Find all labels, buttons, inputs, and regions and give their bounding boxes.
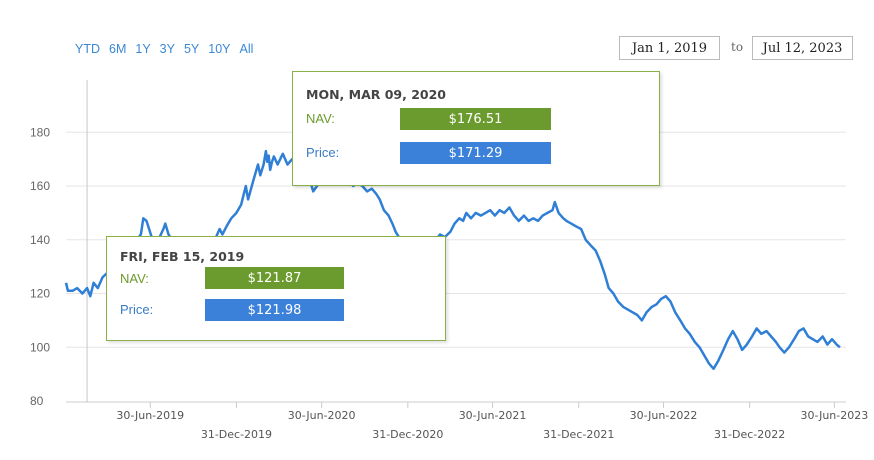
tooltip-price-value: $171.29: [400, 142, 551, 164]
x-tick-label: 30-Jun-2021: [459, 409, 527, 422]
range-button-1y[interactable]: 1Y: [135, 42, 151, 56]
range-button-ytd[interactable]: YTD: [75, 42, 100, 56]
x-tick-label: 31-Dec-2022: [714, 428, 785, 441]
range-button-6m[interactable]: 6M: [109, 42, 127, 56]
y-tick-label: 100: [30, 340, 50, 354]
to-label: to: [731, 40, 744, 54]
x-axis: 30-Jun-2019 31-Dec-2019 30-Jun-2020 31-Dec-…: [66, 80, 868, 441]
x-tick-label: 30-Jun-2023: [801, 409, 869, 422]
tooltip-price-label: Price:: [120, 302, 154, 317]
x-tick-label: 30-Jun-2020: [288, 409, 356, 422]
from-date-input[interactable]: Jan 1, 2019: [619, 36, 720, 60]
range-button-10y[interactable]: 10Y: [208, 42, 231, 56]
tooltip-price-label: Price:: [306, 145, 340, 160]
tooltip-mar-2020: MON, MAR 09, 2020 NAV: $176.51 Price: $1…: [292, 71, 660, 186]
x-tick-label: 30-Jun-2019: [116, 409, 184, 422]
x-tick-label: 31-Dec-2019: [201, 428, 272, 441]
range-button-all[interactable]: All: [239, 42, 254, 56]
range-button-5y[interactable]: 5Y: [183, 42, 200, 56]
tooltip-nav-label: NAV:: [120, 271, 149, 286]
x-tick-label: 30-Jun-2022: [630, 409, 698, 422]
y-tick-label: 140: [30, 233, 50, 247]
y-tick-label: 120: [30, 287, 50, 301]
y-tick-label: 180: [30, 125, 50, 139]
tooltip-nav-value: $176.51: [400, 108, 551, 130]
tooltip-feb-2019: FRI, FEB 15, 2019 NAV: $121.87 Price: $1…: [106, 236, 446, 341]
y-tick-label: 160: [30, 179, 50, 193]
tooltip-date: FRI, FEB 15, 2019: [120, 249, 245, 264]
tooltip-date: MON, MAR 09, 2020: [306, 87, 447, 102]
y-tick-label: 80: [30, 394, 44, 408]
tooltip-nav-value: $121.87: [205, 267, 344, 289]
x-tick-label: 31-Dec-2020: [372, 428, 443, 441]
range-button-3y[interactable]: 3Y: [159, 42, 175, 56]
x-tick-label: 31-Dec-2021: [543, 428, 614, 441]
tooltip-nav-label: NAV:: [306, 111, 335, 126]
range-selector: YTD 6M 1Y 3Y 5Y 10Y All: [75, 42, 253, 56]
tooltip-price-value: $121.98: [205, 299, 344, 321]
to-date-input[interactable]: Jul 12, 2023: [752, 36, 853, 60]
